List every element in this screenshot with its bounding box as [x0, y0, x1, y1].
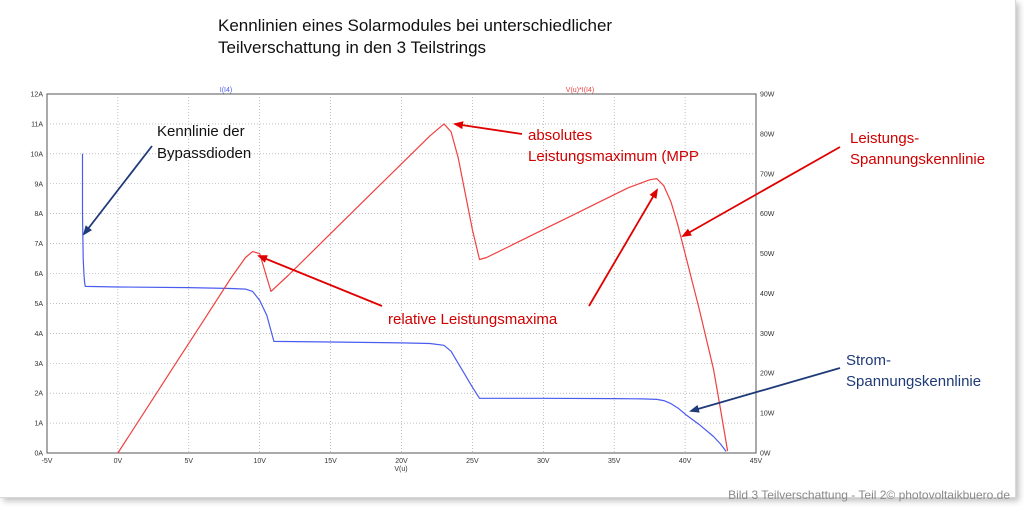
y-left-tick-label: 3A [34, 361, 43, 368]
y-right-tick-label: 10W [760, 411, 775, 418]
arrow-absolute-mpp [453, 121, 523, 135]
x-tick-label: 15V [324, 458, 337, 465]
y-right-tick-label: 20W [760, 371, 775, 378]
arrow-power-curve [681, 146, 841, 237]
y-left-tick-label: 11A [31, 121, 43, 128]
x-tick-label: 40V [679, 458, 692, 465]
chart-frame: Kennlinien eines Solarmodules bei unters… [0, 0, 1016, 498]
x-tick-label: 20V [395, 458, 408, 465]
axis-ticks: -5V 0V 5V 10V 15V 20V 25V 30V 35V 40V 45V 0A 1A 2A 3A 4… [31, 92, 775, 466]
annotation-bypass-line-2: Bypassdioden [157, 145, 251, 162]
y-left-tick-label: 9A [34, 181, 43, 188]
x-tick-label: 45V [750, 458, 763, 465]
arrow-current-curve [689, 367, 841, 413]
trace-label-power: V(u)*I(I4) [566, 87, 594, 94]
x-tick-label: 30V [537, 458, 550, 465]
x-tick-label: -5V [42, 458, 53, 465]
grid [47, 94, 756, 453]
power-voltage-curve [117, 123, 729, 454]
annotation-bypass-line-1: Kennlinie der [157, 123, 245, 140]
arrow-bypass [82, 145, 153, 236]
iv-pv-chart: -5V 0V 5V 10V 15V 20V 25V 30V 35V 40V 45V 0A 1A 2A 3A 4… [31, 87, 986, 473]
annotation-current-curve-line-1: Strom- [846, 352, 891, 369]
series-group [81, 123, 729, 454]
current-voltage-curve [81, 153, 727, 452]
trace-labels: I(I4) V(u)*I(I4) [220, 87, 594, 94]
y-left-tick-label: 7A [34, 241, 43, 248]
y-left-tick-label: 5A [34, 301, 43, 308]
chart-title-line-1: Kennlinien eines Solarmodules bei unters… [218, 16, 613, 35]
y-left-tick-label: 0A [34, 451, 43, 458]
x-axis-label: V(u) [394, 466, 407, 473]
y-right-tick-label: 80W [760, 131, 775, 138]
x-tick-label: 5V [185, 458, 194, 465]
y-right-tick-label: 70W [760, 171, 775, 178]
x-tick-label: 0V [114, 458, 123, 465]
annotation-mpp-line-2: Leistungsmaximum (MPP [528, 148, 699, 165]
trace-label-current: I(I4) [220, 87, 232, 94]
annotation-arrows [82, 121, 841, 413]
y-right-tick-label: 50W [760, 251, 775, 258]
y-left-tick-label: 4A [34, 331, 43, 338]
annotations: Kennlinie der Bypassdioden absolutes Lei… [157, 123, 985, 390]
annotation-relative-maxima: relative Leistungsmaxima [388, 311, 558, 328]
y-left-tick-label: 1A [34, 421, 43, 428]
y-left-tick-label: 12A [31, 92, 44, 99]
y-right-tick-label: 0W [760, 451, 771, 458]
y-left-tick-label: 10A [31, 151, 44, 158]
x-tick-label: 25V [466, 458, 479, 465]
annotation-power-curve-line-2: Spannungskennlinie [850, 151, 985, 168]
arrow-relative-max-2 [588, 188, 659, 307]
y-right-tick-label: 40W [760, 291, 775, 298]
y-right-tick-label: 90W [760, 92, 775, 99]
x-tick-label: 35V [608, 458, 621, 465]
chart-title-line-2: Teilverschattung in den 3 Teilstrings [218, 38, 487, 57]
y-left-tick-label: 6A [34, 271, 43, 278]
x-tick-label: 10V [253, 458, 266, 465]
y-right-tick-label: 60W [760, 211, 775, 218]
annotation-mpp-line-1: absolutes [528, 127, 592, 144]
arrow-relative-max-1 [257, 255, 383, 307]
y-left-tick-label: 2A [34, 391, 43, 398]
image-caption: Bild 3 Teilverschattung - Teil 2© photov… [728, 488, 1010, 502]
annotation-power-curve-line-1: Leistungs- [850, 130, 919, 147]
y-left-tick-label: 8A [34, 211, 43, 218]
y-right-tick-label: 30W [760, 331, 775, 338]
annotation-current-curve-line-2: Spannungskennlinie [846, 373, 981, 390]
